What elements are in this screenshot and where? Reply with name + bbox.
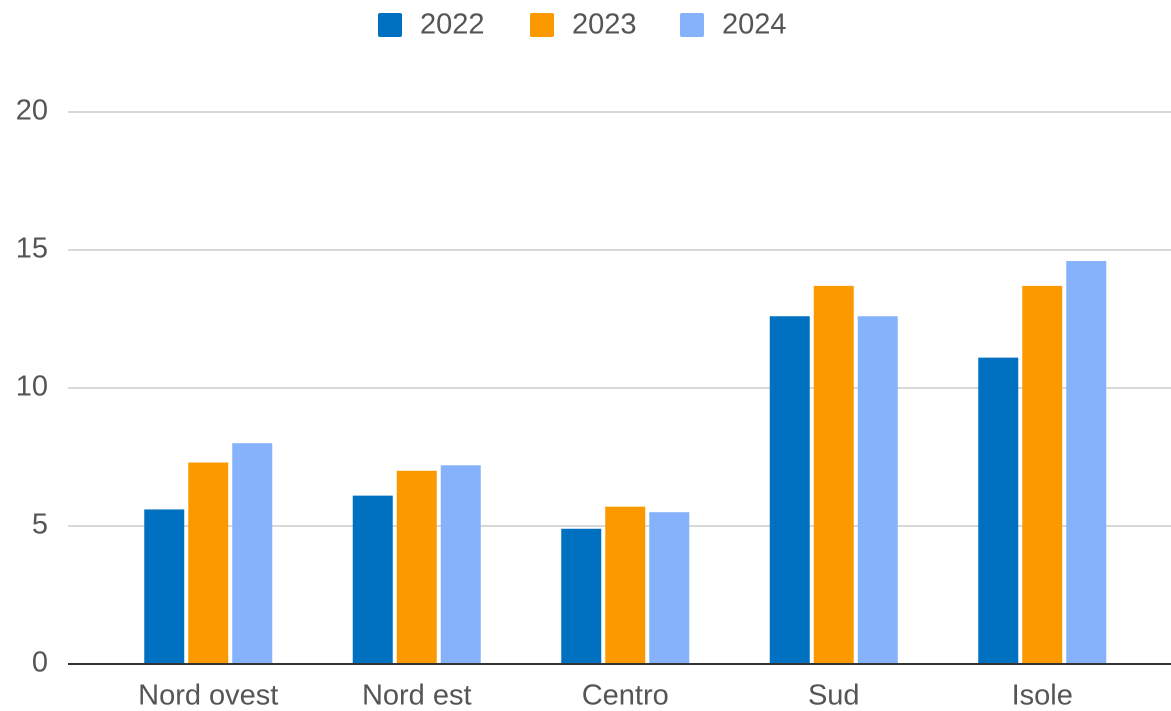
- y-tick-label: 20: [16, 95, 48, 127]
- x-tick-label: Nord ovest: [138, 680, 278, 711]
- legend-swatch: [530, 13, 554, 37]
- bar: [1022, 285, 1063, 664]
- bar: [813, 285, 854, 664]
- bar: [188, 462, 229, 664]
- bar: [144, 509, 185, 664]
- x-tick-label: Centro: [582, 680, 669, 711]
- y-tick-label: 5: [32, 509, 48, 541]
- legend-swatch: [680, 13, 704, 37]
- legend-label: 2024: [722, 9, 787, 41]
- y-tick-label: 10: [16, 371, 48, 403]
- x-tick-label: Isole: [1012, 680, 1073, 711]
- x-tick-label: Sud: [808, 680, 860, 711]
- legend-label: 2023: [572, 9, 637, 41]
- bar: [857, 316, 898, 664]
- bar: [1066, 261, 1107, 664]
- bar: [978, 357, 1019, 664]
- bar: [649, 512, 690, 664]
- bar: [440, 465, 481, 664]
- y-tick-label: 0: [32, 647, 48, 679]
- legend-swatch: [378, 13, 402, 37]
- legend-label: 2022: [420, 9, 485, 41]
- bar: [769, 316, 810, 664]
- y-tick-label: 15: [16, 233, 48, 265]
- bar: [561, 528, 602, 664]
- bar: [396, 470, 437, 664]
- bar: [232, 443, 273, 664]
- x-tick-label: Nord est: [362, 680, 472, 711]
- bar: [605, 506, 646, 664]
- bar: [352, 495, 393, 664]
